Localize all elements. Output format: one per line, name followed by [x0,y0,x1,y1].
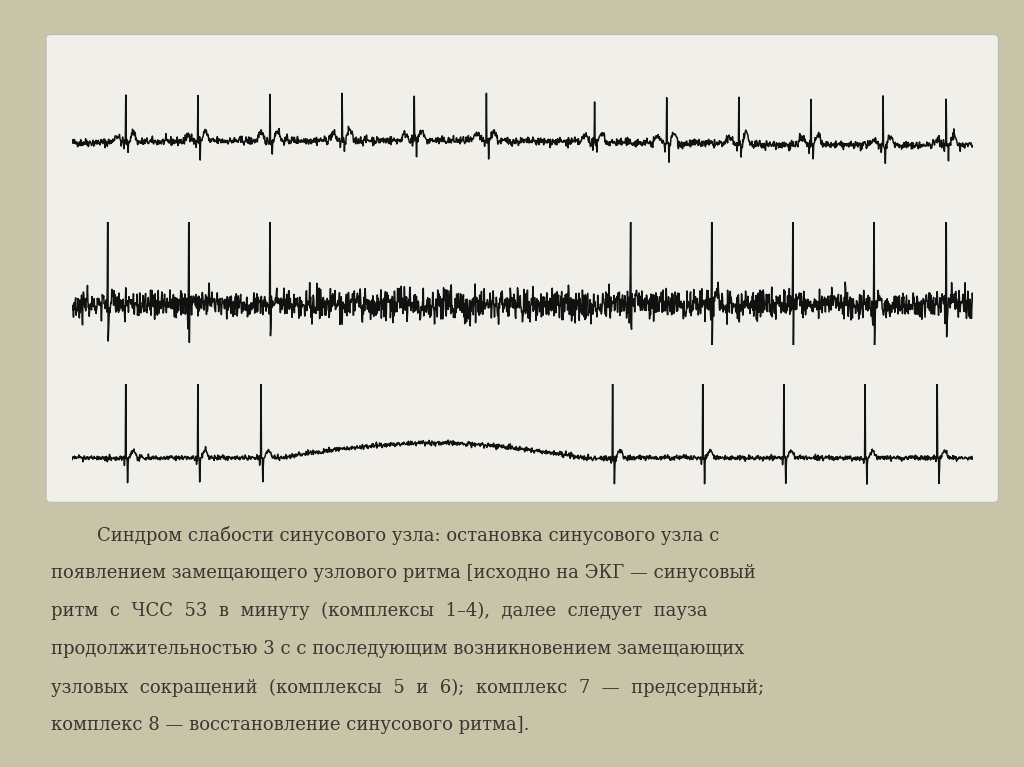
Text: появлением замещающего узлового ритма [исходно на ЭКГ — синусовый: появлением замещающего узлового ритма [и… [51,565,756,582]
FancyBboxPatch shape [46,35,998,502]
Text: ритм  с  ЧСС  53  в  минуту  (комплексы  1–4),  далее  следует  пауза: ритм с ЧСС 53 в минуту (комплексы 1–4), … [51,602,708,621]
Text: Синдром слабости синусового узла: остановка синусового узла с: Синдром слабости синусового узла: остано… [51,526,720,545]
Text: комплекс 8 — восстановление синусового ритма].: комплекс 8 — восстановление синусового р… [51,716,529,734]
Text: продолжительностью 3 с с последующим возникновением замещающих: продолжительностью 3 с с последующим воз… [51,640,744,658]
Text: узловых  сокращений  (комплексы  5  и  6);  комплекс  7  —  предсердный;: узловых сокращений (комплексы 5 и 6); ко… [51,678,765,696]
